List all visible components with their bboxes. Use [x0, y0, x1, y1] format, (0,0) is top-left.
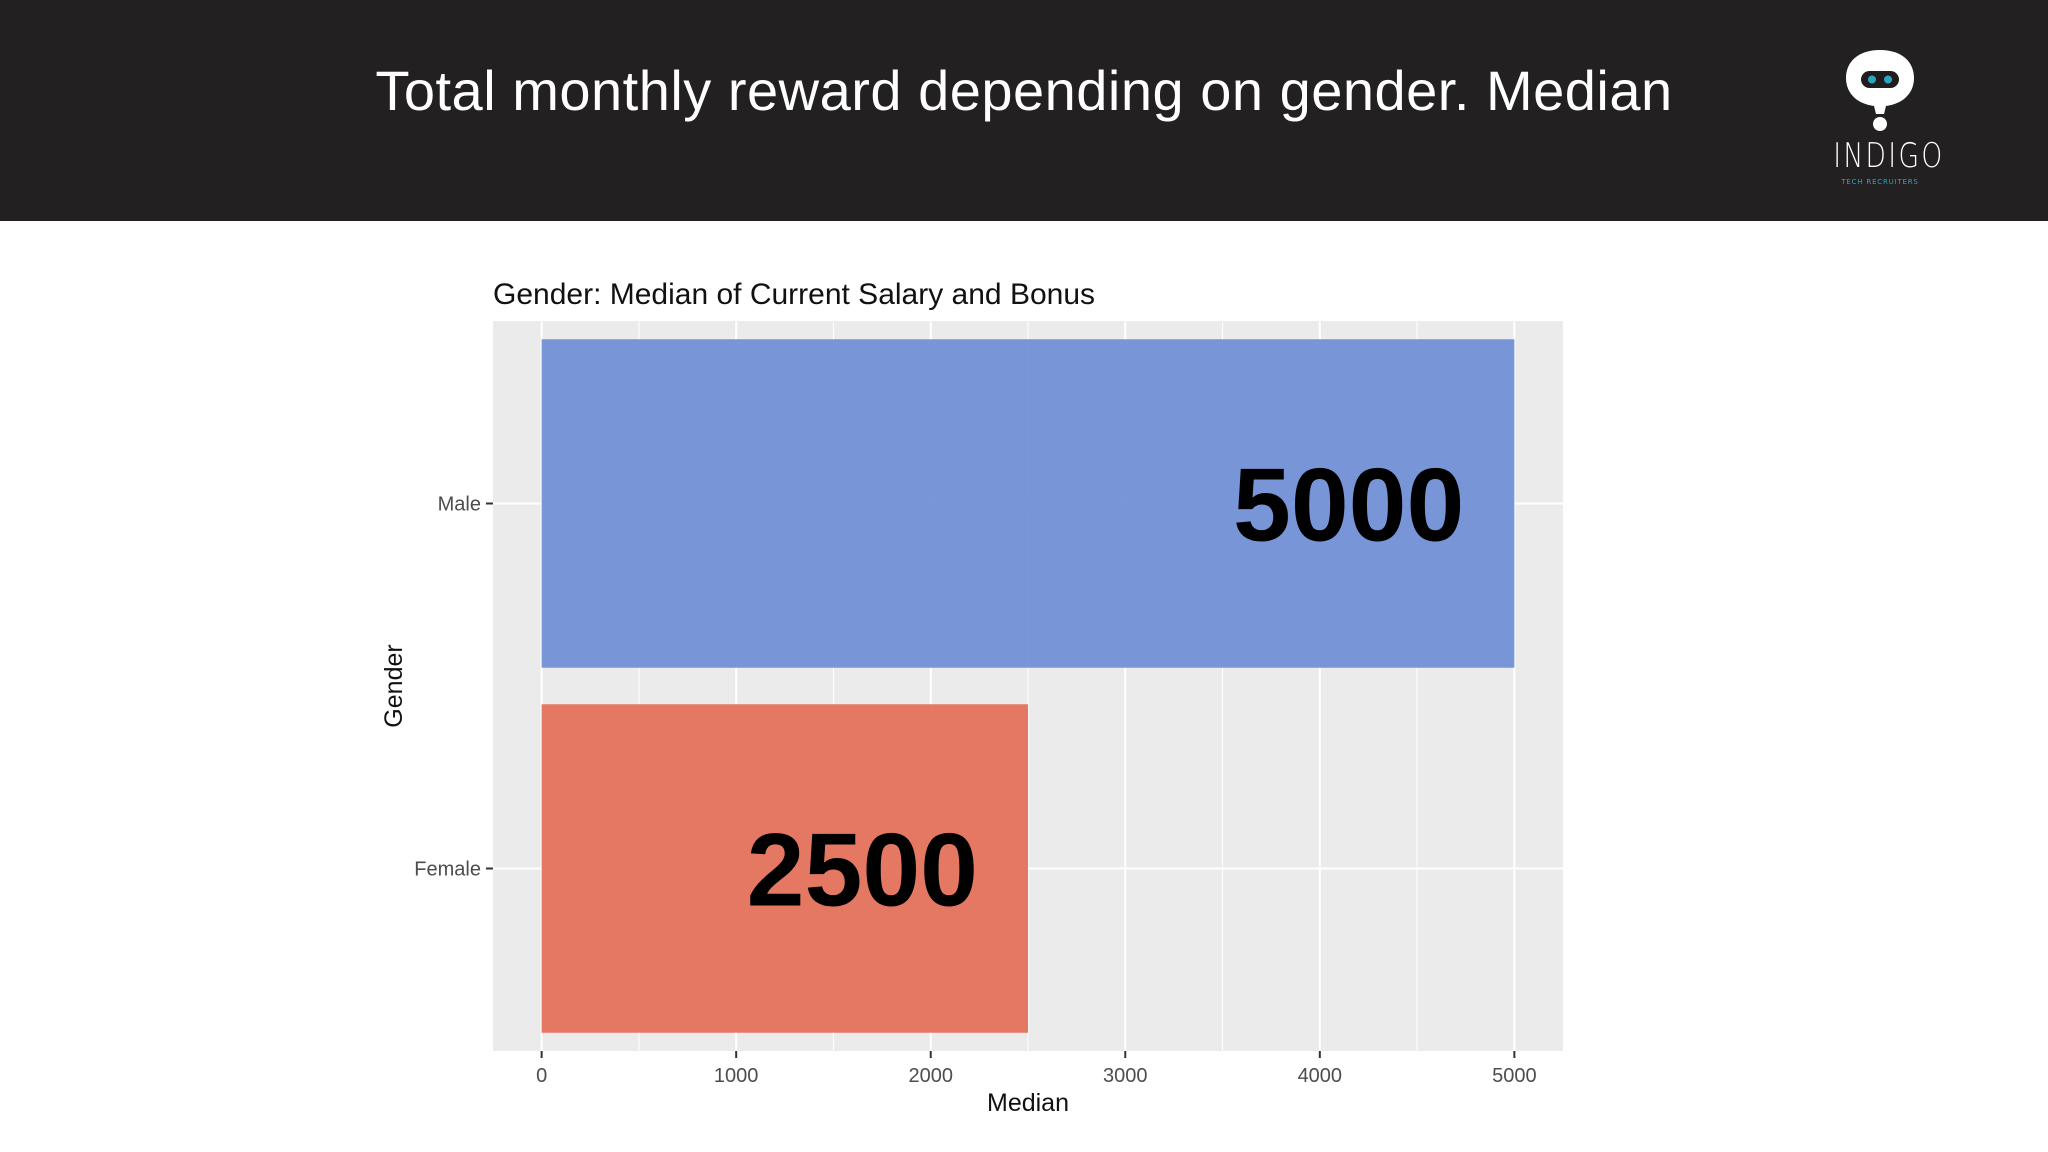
slide-title: Total monthly reward depending on gender… [375, 59, 1673, 122]
x-axis-title: Median [987, 1089, 1069, 1117]
x-tick-label: 0 [536, 1065, 547, 1087]
logo-brand-text: INDIGO [1833, 136, 1945, 176]
x-tick-label: 3000 [1103, 1065, 1148, 1087]
chart-title: Gender: Median of Current Salary and Bon… [493, 278, 1095, 311]
x-axis: 0 1000 2000 3000 4000 5000 [536, 1051, 1537, 1087]
y-axis-title: Gender [380, 644, 408, 727]
logo-tagline: TECH RECRUITERS [1841, 178, 1919, 186]
y-tick-label: Male [438, 494, 481, 516]
indigo-logo: INDIGO TECH RECRUITERS [1820, 44, 1945, 194]
bar-male [541, 339, 1515, 668]
bars: 2500 5000 [541, 339, 1515, 1033]
bar-female [541, 704, 1028, 1033]
x-tick-label: 1000 [714, 1065, 759, 1087]
data-label-male: 5000 [1233, 448, 1464, 564]
header-bar: Total monthly reward depending on gender… [0, 0, 2048, 221]
x-tick-label: 4000 [1298, 1065, 1343, 1087]
bar-chart: Gender: Median of Current Salary and Bon… [380, 278, 1563, 1117]
x-tick-label: 5000 [1492, 1065, 1537, 1087]
y-axis: Female Male [414, 494, 493, 881]
x-tick-label: 2000 [908, 1065, 953, 1087]
robot-icon [1846, 50, 1914, 131]
data-label-female: 2500 [747, 813, 978, 929]
y-tick-label: Female [414, 859, 481, 881]
